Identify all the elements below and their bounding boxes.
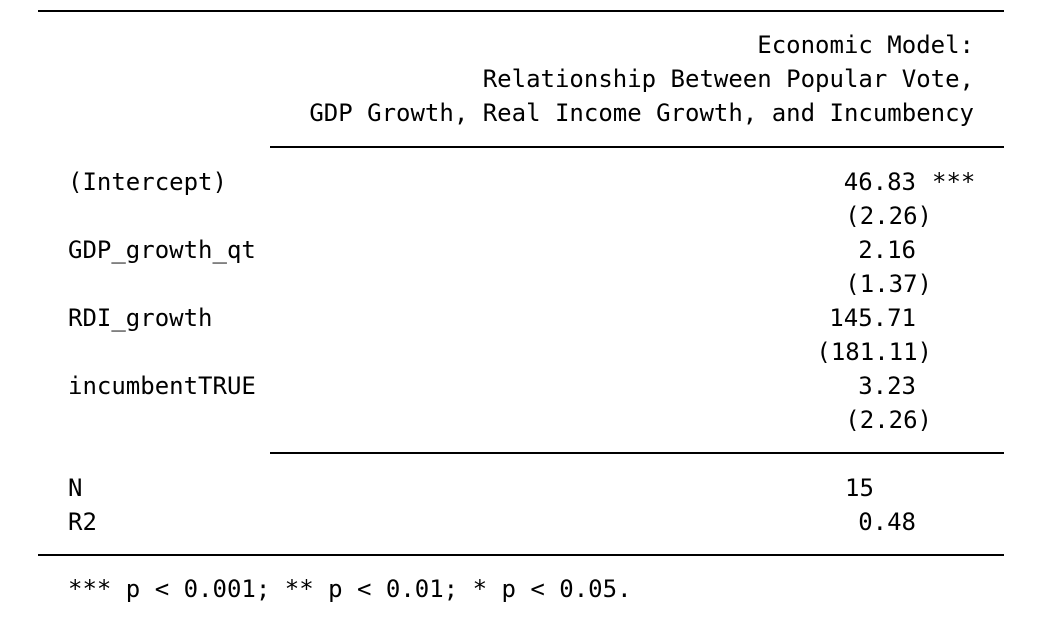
row-term-incumbent: incumbentTRUE [68,372,256,400]
top-rule [38,10,1004,12]
row-estimate-gdp-growth: 2.16 [858,236,916,264]
row-se-intercept: (2.26) [845,202,932,230]
row-estimate-incumbent: 3.23 [858,372,916,400]
column-header-line-1: Economic Model: [757,31,974,59]
row-term-rdi-growth: RDI_growth [68,304,213,332]
bottom-rule [38,554,1004,556]
row-estimate-rdi-growth: 145.71 [829,304,916,332]
column-header-line-2: Relationship Between Popular Vote, [482,65,974,93]
stat-label-n: N [68,474,83,502]
header-rule [270,146,1004,148]
row-se-gdp-growth: (1.37) [845,270,932,298]
stat-value-n: 15 [845,474,874,502]
stat-value-r2: 0.48 [858,508,916,536]
row-estimate-intercept: 46.83 [843,168,916,196]
row-term-gdp-growth: GDP_growth_qt [68,236,256,264]
stat-label-r2: R2 [68,508,97,536]
row-se-incumbent: (2.26) [845,406,932,434]
significance-footnote: *** p < 0.001; ** p < 0.01; * p < 0.05. [68,575,632,603]
column-header-line-3: GDP Growth, Real Income Growth, and Incu… [309,99,974,127]
row-se-rdi-growth: (181.11) [816,338,932,366]
row-stars-intercept: *** [932,168,976,196]
stats-rule [270,452,1004,454]
row-term-intercept: (Intercept) [68,168,227,196]
